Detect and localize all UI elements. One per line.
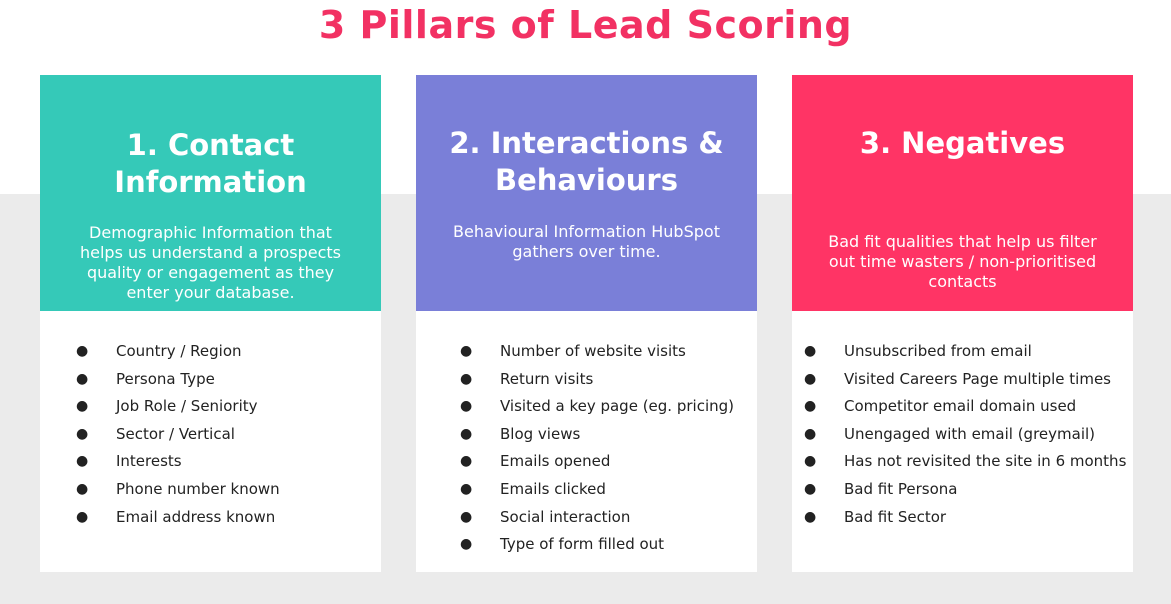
pillar-title: 2. Interactions & Behaviours	[416, 125, 757, 199]
pillar-header: 1. Contact Information Demographic Infor…	[40, 75, 381, 311]
pillar-title-line: 2. Interactions &	[449, 126, 724, 160]
bullet-icon: ●	[460, 425, 473, 442]
pillar-title: 1. Contact Information	[40, 127, 381, 201]
list-item: ● Email address known	[76, 507, 276, 526]
list-item: ● Social interaction	[460, 507, 631, 526]
list-item: ● Persona Type	[76, 369, 215, 388]
pillar-title-line: 3. Negatives	[859, 126, 1066, 160]
bullet-icon: ●	[804, 398, 817, 415]
list-item: ● Visited Careers Page multiple times	[804, 369, 1111, 388]
pillar-title-line: Behaviours	[495, 163, 678, 197]
list-item: ● Job Role / Seniority	[76, 397, 258, 416]
bullet-icon: ●	[460, 508, 473, 525]
bullet-icon: ●	[76, 453, 89, 470]
list-item: ● Emails clicked	[460, 479, 606, 498]
pillar-list: ● Country / Region ● Persona Type ● Job Rol…	[40, 341, 381, 534]
bullet-icon: ●	[804, 370, 817, 387]
pillar-title: 3. Negatives	[792, 125, 1133, 162]
bullet-icon: ●	[460, 343, 473, 359]
bullet-icon: ●	[804, 425, 817, 442]
list-item: ● Unsubscribed from email	[804, 342, 1032, 360]
list-item: ● Has not revisited the site in 6 months	[804, 452, 1127, 471]
bullet-icon: ●	[76, 480, 89, 497]
bullet-icon: ●	[804, 453, 817, 470]
bullet-icon: ●	[460, 370, 473, 387]
pillar-card-interactions: 2. Interactions & Behaviours Behavioural…	[416, 75, 757, 572]
bullet-icon: ●	[460, 480, 473, 497]
bullet-icon: ●	[804, 480, 817, 497]
list-item: ● Country / Region	[76, 342, 242, 360]
list-item: ● Visited a key page (eg. pricing)	[460, 397, 734, 416]
list-item: ● Blog views	[460, 424, 581, 443]
page-title: 3 Pillars of Lead Scoring	[318, 3, 853, 47]
pillar-title-line: 1. Contact	[126, 128, 295, 162]
bullet-icon: ●	[460, 453, 473, 470]
pillar-card-contact: 1. Contact Information Demographic Infor…	[40, 75, 381, 572]
list-item: ● Return visits	[460, 369, 594, 388]
bullet-icon: ●	[76, 370, 89, 387]
pillar-description: Behavioural Information HubSpot gathers …	[453, 222, 720, 261]
bullet-icon: ●	[76, 398, 89, 415]
pillar-title-line: Information	[114, 165, 307, 199]
list-item: ● Type of form filled out	[460, 535, 665, 554]
bullet-icon: ●	[76, 508, 89, 525]
list-item: ● Sector / Vertical	[76, 424, 235, 443]
pillar-list: ● Unsubscribed from email ● Visited Career…	[792, 341, 1133, 534]
pillar-list: ● Number of website visits ● Return visits…	[416, 341, 757, 562]
list-item: ● Phone number known	[76, 479, 280, 498]
pillar-header: 3. Negatives Bad fit qualities that help…	[792, 75, 1133, 311]
bullet-icon: ●	[804, 508, 817, 525]
list-item: ● Bad fit Sector	[804, 507, 947, 526]
list-item: ● Emails opened	[460, 452, 611, 471]
bullet-icon: ●	[76, 343, 89, 359]
pillar-description: Demographic Information that helps us un…	[79, 223, 342, 302]
pillar-card-negatives: 3. Negatives Bad fit qualities that help…	[792, 75, 1133, 572]
bullet-icon: ●	[804, 343, 817, 359]
list-item: ● Competitor email domain used	[804, 397, 1077, 416]
list-item: ● Unengaged with email (greymail)	[804, 424, 1096, 443]
pillar-header: 2. Interactions & Behaviours Behavioural…	[416, 75, 757, 311]
list-item: ● Number of website visits	[460, 342, 686, 360]
list-item: ● Bad fit Persona	[804, 479, 958, 498]
bullet-icon: ●	[76, 425, 89, 442]
bullet-icon: ●	[460, 536, 473, 553]
bullet-icon: ●	[460, 398, 473, 415]
list-item: ● Interests	[76, 452, 182, 471]
pillar-description: Bad fit qualities that help us filter ou…	[828, 232, 1097, 291]
